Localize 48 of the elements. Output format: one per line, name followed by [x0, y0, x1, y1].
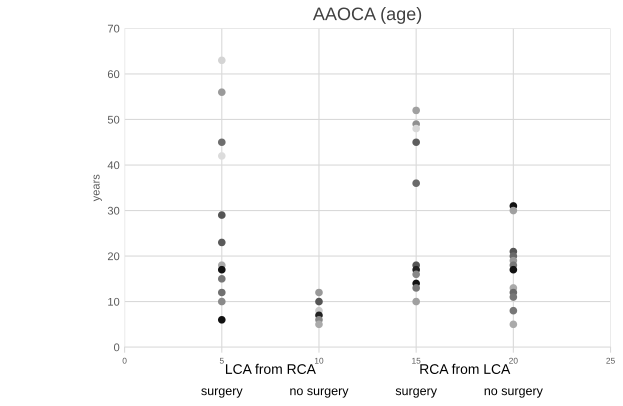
- point: [510, 320, 518, 328]
- point: [412, 284, 420, 292]
- text: no surgery: [290, 388, 348, 398]
- chart-title: AAOCA (age): [312, 7, 422, 24]
- point: [218, 298, 226, 306]
- point: [218, 238, 226, 246]
- y-tick-label: 40: [108, 161, 120, 170]
- point: [218, 275, 226, 283]
- point: [315, 298, 323, 306]
- point: [412, 138, 420, 146]
- text: LCA from RCA: [226, 364, 316, 374]
- point: [412, 270, 420, 278]
- y-tick-label: 0: [114, 343, 120, 352]
- point: [510, 293, 518, 301]
- point: [412, 179, 420, 188]
- text: no surgery: [484, 388, 543, 398]
- y-axis-title: years: [94, 174, 102, 202]
- point: [412, 124, 420, 132]
- x-tick-label: 15: [412, 358, 420, 364]
- x-tick-label: 25: [606, 358, 615, 364]
- y-tick-label: 30: [108, 206, 120, 215]
- point: [510, 306, 518, 315]
- point: [218, 138, 226, 146]
- point: [315, 288, 323, 296]
- text: surgery: [396, 388, 437, 398]
- point: [412, 298, 420, 306]
- y-tick-label: 10: [108, 298, 120, 306]
- point: [510, 206, 518, 214]
- point: [218, 56, 226, 64]
- text: surgery: [201, 388, 243, 398]
- x-tick-label: 0: [122, 358, 127, 364]
- x-tick-label: 10: [314, 358, 324, 364]
- text: RCA from LCA: [420, 364, 510, 374]
- y-tick-label: 70: [108, 24, 120, 33]
- point: [315, 320, 323, 328]
- x-tick-label: 5: [220, 358, 224, 364]
- x-tick-label: 20: [509, 358, 518, 364]
- point: [218, 288, 226, 296]
- point: [218, 211, 226, 219]
- y-tick-label: 20: [108, 252, 120, 260]
- point: [218, 152, 226, 160]
- point: [412, 106, 420, 114]
- point: [218, 266, 226, 274]
- y-tick-label: 60: [108, 70, 120, 78]
- point: [218, 316, 226, 324]
- point: [218, 88, 226, 96]
- y-tick-label: 50: [108, 116, 120, 124]
- point: [510, 266, 518, 274]
